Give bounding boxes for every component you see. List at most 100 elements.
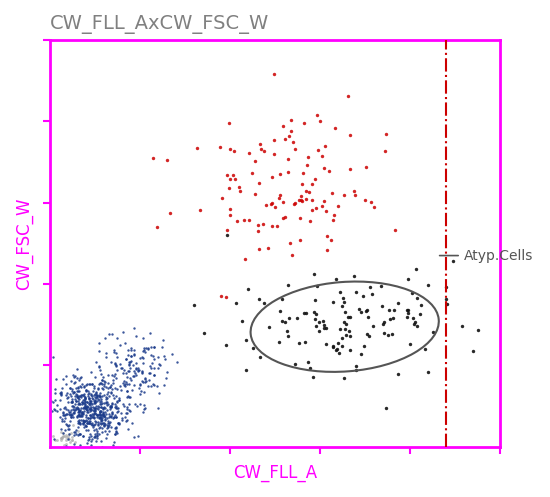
Point [311,315,320,323]
Point [351,288,360,296]
Point [162,156,171,164]
Point [253,228,262,236]
Point [111,412,120,419]
Point [81,426,90,434]
Point [56,428,65,436]
Point [59,375,68,383]
Point [131,332,140,340]
Point [94,412,102,419]
Point [105,410,114,418]
Point [283,327,292,335]
Point [67,399,76,407]
Point [131,359,140,367]
Point [222,232,231,240]
Point [123,405,131,413]
Point [67,410,76,418]
Point [311,311,320,319]
Point [424,281,432,289]
Point [329,211,338,219]
Point [62,432,70,440]
Point [241,255,250,263]
Point [84,425,92,433]
Point [345,346,354,354]
Point [441,295,450,303]
Point [73,400,82,408]
Point [305,188,314,196]
Point [139,346,148,354]
Point [317,152,326,160]
Point [136,388,145,396]
Point [64,407,73,414]
Point [146,364,155,372]
Point [80,403,89,411]
Point [62,411,71,418]
Point [66,429,75,437]
Point [100,421,108,429]
Point [362,308,371,316]
Point [320,321,328,329]
Point [403,306,411,314]
Point [100,378,109,386]
Point [69,405,78,413]
Point [116,360,125,368]
Point [152,224,161,232]
Point [258,220,267,228]
Point [150,364,159,372]
Point [109,348,118,356]
Point [342,331,351,339]
Point [74,430,83,438]
Point [287,116,295,124]
Point [104,371,113,379]
Point [344,92,353,100]
Point [74,385,82,393]
Point [67,407,75,414]
Point [50,435,59,443]
Point [74,394,82,402]
Point [112,361,120,369]
Point [91,419,100,427]
Point [118,414,127,422]
Point [51,375,60,383]
Point [112,374,120,382]
Point [502,363,510,371]
Point [91,393,100,401]
Point [277,295,286,303]
Point [51,435,59,443]
Point [345,131,354,139]
Point [138,369,147,377]
Point [64,434,73,442]
Point [89,406,97,414]
Point [270,136,278,144]
Point [68,387,76,395]
Point [255,295,263,303]
Point [70,409,79,416]
Point [94,430,103,438]
Point [298,179,306,187]
Point [122,403,131,411]
Point [73,393,82,401]
Point [99,411,108,418]
Point [86,406,95,414]
Point [97,417,106,425]
Point [104,427,113,435]
Point [92,437,101,445]
Point [97,416,106,424]
Point [87,380,96,388]
Point [90,399,98,407]
Point [96,395,105,403]
Point [62,442,70,450]
Point [72,374,81,382]
Point [93,431,102,439]
Point [63,434,72,442]
Point [383,331,392,339]
Point [161,355,169,363]
Point [72,365,81,373]
Point [271,203,279,211]
Point [58,384,67,392]
Point [86,390,95,398]
Point [97,403,106,411]
Point [109,413,118,420]
Point [100,377,108,385]
Point [92,358,101,366]
Point [74,406,82,414]
